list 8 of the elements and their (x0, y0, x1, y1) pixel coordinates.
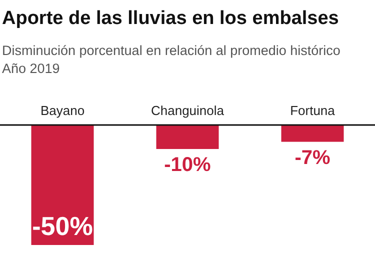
chart-title: Aporte de las lluvias en los embalses (2, 8, 339, 29)
chart-subtitle: Disminución porcentual en relación al promedio histórico Año 2019 (2, 43, 340, 76)
x-tick-label: Fortuna (290, 103, 336, 118)
data-label: -10% (164, 154, 212, 176)
data-label: -50% (32, 211, 93, 241)
x-tick-label: Bayano (40, 103, 85, 118)
data-label: -7% (294, 146, 330, 169)
x-tick-label: Changuinola (150, 103, 225, 118)
